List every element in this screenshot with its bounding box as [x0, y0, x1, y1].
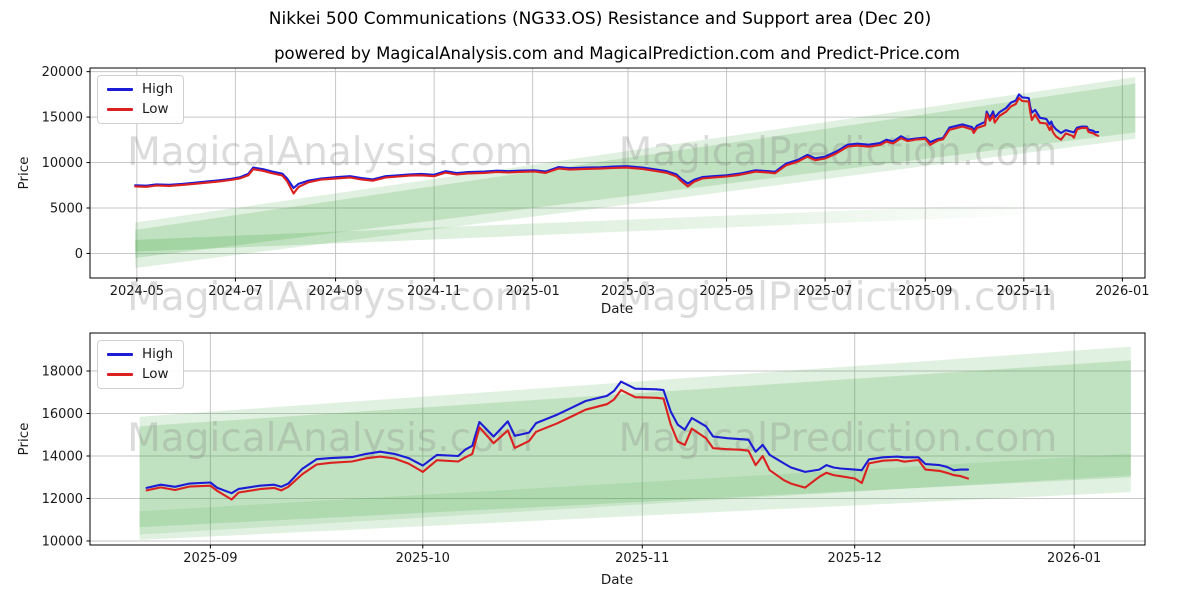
- watermark-magicalprediction: MagicalPrediction.com: [619, 416, 1058, 461]
- page-title: Nikkei 500 Communications (NG33.OS) Resi…: [268, 9, 932, 29]
- x-tick-label: 2025-10: [396, 551, 450, 566]
- y-axis-label-bottom: Price: [16, 422, 32, 456]
- x-tick-label: 2025-05: [699, 284, 753, 299]
- legend-label: High: [142, 346, 174, 362]
- high-line-swatch: [107, 88, 133, 91]
- x-tick-label: 2024-09: [308, 284, 362, 299]
- legend-label: Low: [142, 365, 169, 382]
- bottom-chart-background: [90, 333, 1145, 545]
- y-tick-label: 20000: [42, 65, 83, 80]
- x-tick-label: 2025-09: [183, 551, 237, 566]
- watermark-magicalanalysis: MagicalAnalysis.com: [127, 130, 533, 175]
- x-tick-label: 2025-07: [798, 284, 852, 299]
- legend-item-low: Low: [107, 365, 173, 382]
- plot-frame: [89, 67, 1146, 279]
- x-tick-label: 2026-01: [1047, 551, 1101, 566]
- top-chart: 2024-05 2024-07 2024-09 2024-11 2025-01 2025-…: [42, 65, 1150, 299]
- y-axis-label-top: Price: [16, 156, 32, 190]
- support-band: [135, 202, 1047, 252]
- page-subtitle: powered by MagicalAnalysis.com and Magic…: [274, 44, 960, 63]
- top-chart-background: [90, 68, 1145, 278]
- support-band: [139, 453, 1131, 535]
- bottom-chart: 2025-09 2025-10 2025-11 2025-12 2026-01 10000…: [42, 332, 1146, 566]
- support-band: [135, 77, 1136, 268]
- x-tick-label: 2024-05: [110, 284, 164, 299]
- legend-item-low: Low: [107, 100, 173, 117]
- low-line: [145, 389, 970, 501]
- x-tick-label: 2025-12: [828, 551, 882, 566]
- y-tick-label: 12000: [42, 492, 83, 507]
- support-band: [135, 83, 1136, 258]
- legend-item-high: High: [107, 347, 173, 362]
- x-axis-label-bottom: Date: [600, 572, 634, 588]
- watermark-magicalanalysis: MagicalAnalysis.com: [127, 416, 533, 461]
- watermark-magicalprediction: MagicalPrediction.com: [619, 275, 1058, 320]
- y-tick-label: 15000: [42, 111, 83, 126]
- legend-label: Low: [142, 100, 169, 117]
- y-tick-label: 10000: [42, 534, 83, 549]
- support-band: [139, 360, 1131, 528]
- x-tick-label: 2025-09: [898, 284, 952, 299]
- x-tick-label: 2024-07: [208, 284, 262, 299]
- x-tick-label: 2024-11: [407, 284, 461, 299]
- y-tick-label: 10000: [42, 156, 83, 171]
- x-axis-label-top: Date: [600, 301, 634, 317]
- y-tick-label: 5000: [50, 202, 83, 217]
- y-tick-label: 16000: [42, 407, 83, 422]
- low-line-swatch: [107, 372, 133, 376]
- support-band: [139, 346, 1131, 540]
- low-line-swatch: [107, 107, 133, 111]
- watermark-magicalanalysis: MagicalAnalysis.com: [127, 275, 533, 320]
- x-tick-label: 2025-11: [615, 551, 669, 566]
- y-tick-label: 18000: [42, 365, 83, 380]
- y-tick-label: 14000: [42, 449, 83, 464]
- low-line: [134, 96, 1100, 195]
- high-line-swatch: [107, 353, 133, 356]
- x-tick-label: 2026-01: [1095, 284, 1149, 299]
- y-tick-label: 0: [75, 247, 83, 262]
- legend-item-high: High: [107, 82, 173, 97]
- x-tick-label: 2025-03: [601, 284, 655, 299]
- x-tick-label: 2025-01: [506, 284, 560, 299]
- legend-bottom-chart: High Low: [97, 340, 185, 389]
- legend-label: High: [142, 81, 174, 97]
- high-line: [145, 380, 970, 495]
- x-tick-label: 2025-11: [997, 284, 1051, 299]
- legend-top-chart: High Low: [97, 75, 185, 124]
- plot-frame: [89, 332, 1146, 546]
